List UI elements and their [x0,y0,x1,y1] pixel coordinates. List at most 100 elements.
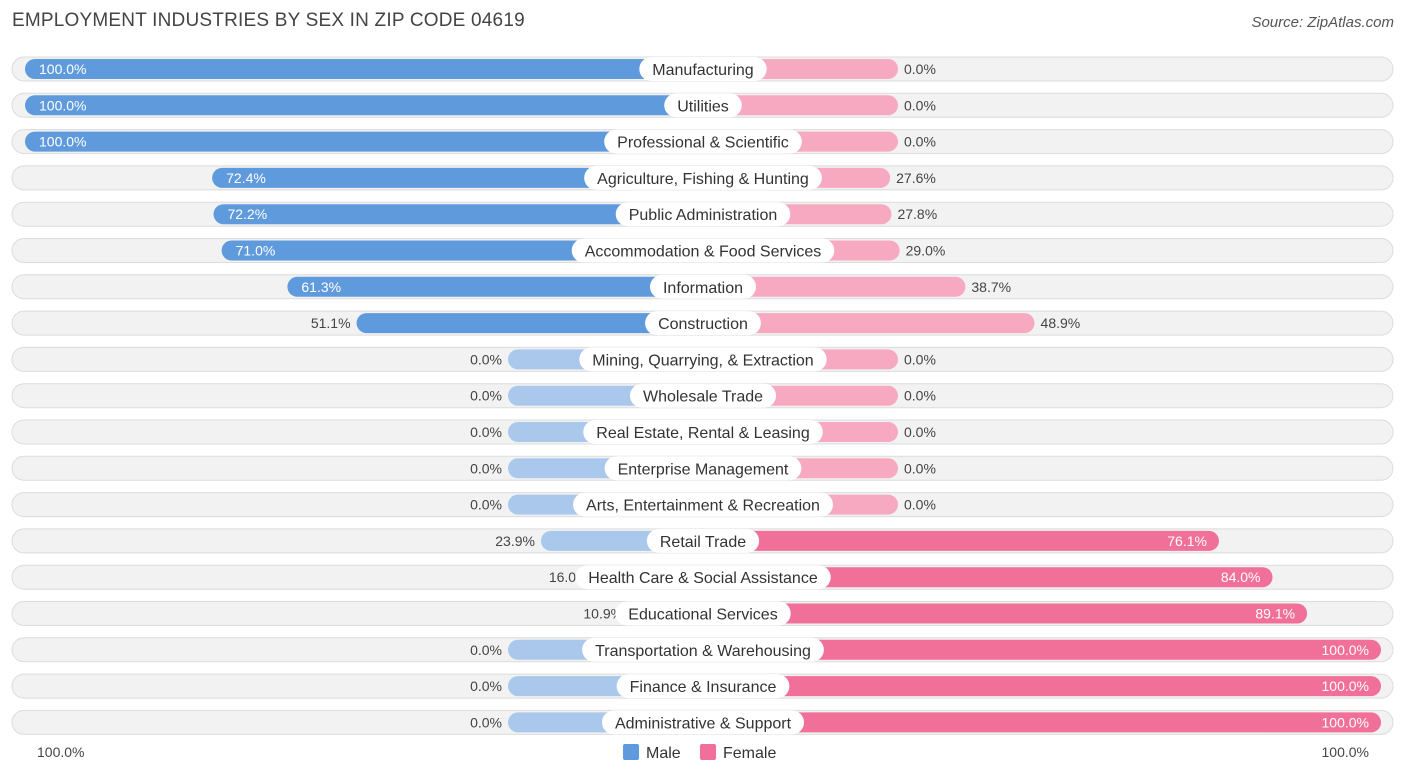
category-pill [583,420,823,444]
category-label: Manufacturing [652,62,753,79]
legend-swatch-female [700,744,716,760]
category-label: Finance & Insurance [630,679,777,696]
male-value-label: 72.2% [227,206,267,222]
category-label: Health Care & Social Assistance [588,570,818,587]
category-pill [571,238,835,263]
female-value-label: 89.1% [1255,606,1295,622]
female-value-label: 27.8% [897,206,937,222]
category-pill [575,565,831,590]
male-value-label: 23.9% [495,533,535,549]
category-label: Construction [658,316,748,333]
category-label: Agriculture, Fishing & Hunting [597,171,809,188]
row-2: 100.0% 0.0% Professional & Scientific [11,129,1394,155]
female-value-label: 0.0% [904,460,936,476]
male-value-label: 51.1% [311,315,351,331]
male-value-label: 0.0% [470,678,502,694]
female-value-label: 84.0% [1221,569,1261,585]
female-bar [703,712,1381,733]
legend-label-female: Female [723,745,776,762]
category-label: Accommodation & Food Services [585,244,822,261]
chart-rows: 100.0% 0.0% Manufacturing 100.0% 0.0% Utiliti… [11,56,1394,735]
category-pill [615,202,791,227]
legend-swatch-male [623,744,639,760]
category-pill [645,311,761,336]
row-13: 23.9% 76.1% Retail Trade [11,528,1394,554]
row-4: 72.2% 27.8% Public Administration [11,201,1394,227]
female-value-label: 100.0% [1322,678,1369,694]
male-value-label: 71.0% [236,243,276,259]
category-label: Transportation & Warehousing [595,643,811,660]
row-1: 100.0% 0.0% Utilities [11,92,1394,118]
female-bar [703,676,1381,697]
category-pill [646,528,760,553]
category-label: Administrative & Support [615,715,792,732]
female-value-label: 29.0% [906,243,946,259]
male-bar [356,313,703,334]
legend-label-male: Male [646,745,681,762]
row-16: 0.0% 100.0% Transportation & Warehousing [11,637,1394,663]
category-pill [629,383,777,408]
female-bar [703,276,966,297]
category-pill [584,165,822,190]
male-value-label: 100.0% [39,97,86,113]
female-bar [703,567,1273,588]
category-label: Arts, Entertainment & Recreation [586,498,820,515]
male-value-label: 10.9% [583,606,623,622]
category-label: Retail Trade [660,534,746,551]
row-7: 51.1% 48.9% Construction [11,310,1394,336]
female-bar [703,639,1381,660]
male-value-label: 0.0% [470,642,502,658]
category-pill [601,710,805,735]
row-10: 0.0% 0.0% Real Estate, Rental & Leasing [11,419,1394,445]
male-value-label: 0.0% [470,497,502,513]
male-bar [212,167,704,188]
row-15: 10.9% 89.1% Educational Services [11,601,1394,626]
category-label: Educational Services [628,607,777,624]
category-pill [582,637,824,662]
female-value-label: 100.0% [1322,714,1369,730]
female-bar [703,95,898,116]
category-pill [604,456,802,481]
row-0: 100.0% 0.0% Manufacturing [11,56,1394,82]
male-bar [25,131,703,152]
female-bar [703,530,1219,551]
male-value-label: 0.0% [470,351,502,367]
category-label: Professional & Scientific [617,135,789,152]
row-14: 16.0% 84.0%Health Care & Social Assistanc… [11,564,1394,590]
category-label: Real Estate, Rental & Leasing [596,425,809,442]
female-bar [703,603,1308,624]
male-value-label: 0.0% [470,460,502,476]
female-value-label: 38.7% [971,279,1011,295]
female-value-label: 100.0% [1322,642,1369,658]
female-value-label: 0.0% [904,97,936,113]
row-8: 0.0% 0.0% Mining, Quarrying, & Extraction [11,346,1394,372]
category-pill [639,57,767,81]
row-3: 72.4% 27.6% Agriculture, Fishing & Hunting [11,165,1394,191]
female-value-label: 76.1% [1167,533,1207,549]
female-value-label: 0.0% [904,388,936,404]
row-18: 0.0% 100.0% Administrative & Support [11,709,1394,735]
category-label: Enterprise Management [618,461,789,478]
female-value-label: 27.6% [896,170,936,186]
male-bar [25,59,703,79]
axis-label-right: 100.0% [1322,744,1369,760]
category-pill [649,274,757,299]
male-value-label: 72.4% [226,170,266,186]
axis-label-left: 100.0% [37,744,84,760]
row-5: 71.0% 29.0% Accommodation & Food Services [11,238,1394,263]
category-pill [604,129,802,154]
category-label: Public Administration [629,207,778,224]
male-value-label: 61.3% [301,279,341,295]
male-value-label: 0.0% [470,424,502,440]
female-value-label: 0.0% [904,61,936,77]
male-value-label: 0.0% [470,714,502,730]
category-pill [616,674,790,699]
row-9: 0.0% 0.0% Wholesale Trade [11,383,1394,409]
row-17: 0.0% 100.0% Finance & Insurance [11,673,1394,699]
chart-title: EMPLOYMENT INDUSTRIES BY SEX IN ZIP CODE… [12,10,525,31]
chart-source: Source: ZipAtlas.com [1251,14,1394,31]
category-pill [664,93,742,118]
category-pill [615,601,791,626]
category-label: Information [663,280,743,297]
